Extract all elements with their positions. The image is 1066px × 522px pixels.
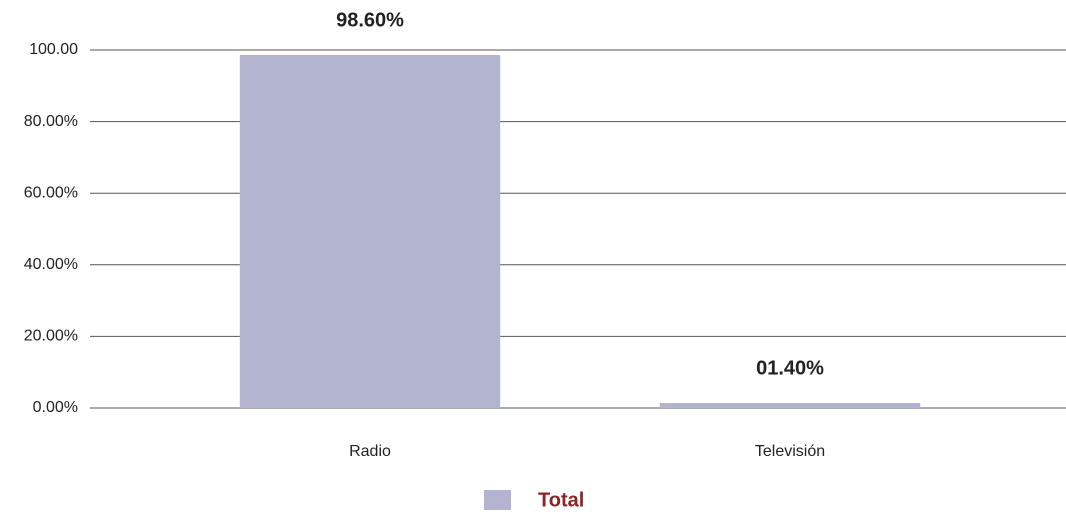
y-tick-label: 100.00 [29, 41, 78, 58]
y-tick-label: 40.00% [24, 256, 78, 273]
data-label: 98.60% [336, 9, 404, 31]
legend-swatch [484, 490, 511, 510]
legend-label: Total [538, 489, 584, 511]
bar [239, 55, 501, 409]
y-tick-label: 80.00% [24, 113, 78, 130]
x-tick-label: Televisión [755, 443, 825, 460]
y-tick-label: 20.00% [24, 328, 78, 345]
x-tick-label: Radio [349, 443, 391, 460]
bar [659, 402, 921, 408]
y-tick-label: 60.00% [24, 184, 78, 201]
y-tick-label: 0.00% [33, 399, 78, 416]
data-label: 01.40% [756, 357, 824, 379]
